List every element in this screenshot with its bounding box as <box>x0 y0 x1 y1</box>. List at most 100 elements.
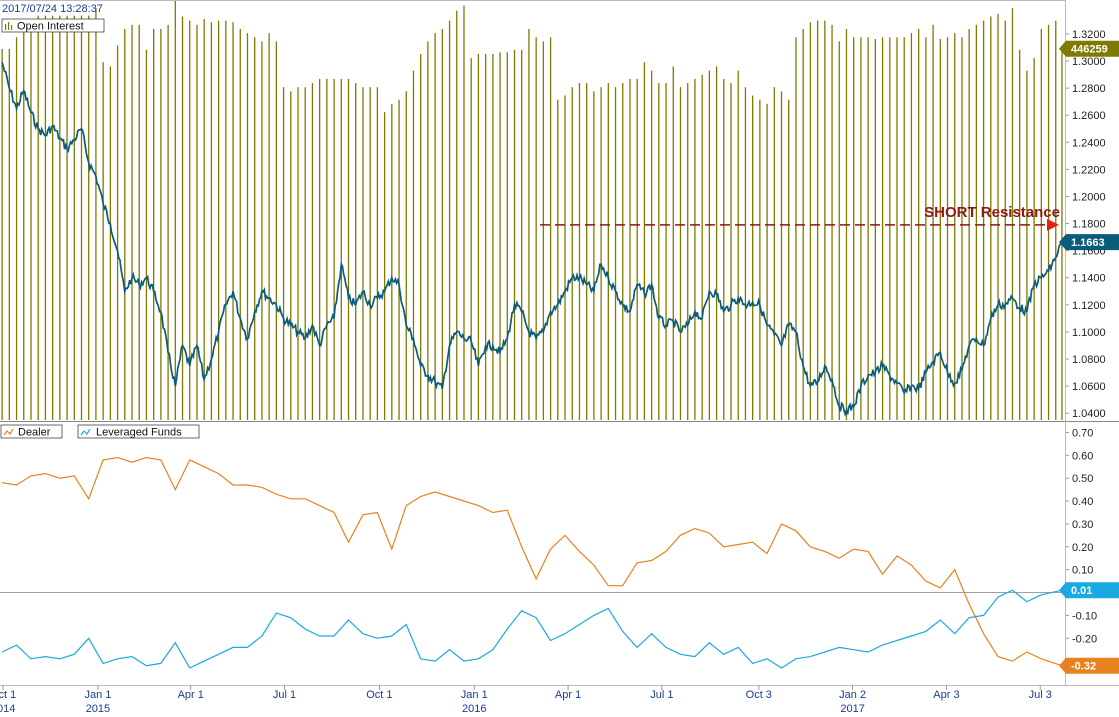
open-interest-bar <box>715 66 718 421</box>
price-tick-label: 1.2000 <box>1072 191 1106 203</box>
open-interest-bar <box>593 91 595 421</box>
legend-leveraged-funds: Leveraged Funds <box>96 427 182 439</box>
open-interest-bar <box>925 37 927 420</box>
open-interest-bar <box>831 24 833 421</box>
open-interest-bar <box>1011 8 1014 420</box>
price-panel: SHORT Resistance 1.3200 1.3000 1.2800 1.260… <box>0 0 1106 420</box>
open-interest-bar <box>687 83 689 420</box>
open-interest-bar <box>88 15 90 421</box>
open-interest-bar <box>181 16 184 420</box>
open-interest-bar <box>513 49 516 420</box>
price-tick-label: 1.1800 <box>1072 219 1106 231</box>
open-interest-bar <box>542 41 545 420</box>
open-interest-bar <box>44 15 47 421</box>
open-interest-bar <box>896 37 898 420</box>
open-interest-bar <box>124 28 126 421</box>
date-tick-label: Jul 3 <box>1029 689 1052 701</box>
open-interest-bar <box>153 28 155 421</box>
open-interest-bar <box>290 91 292 421</box>
open-interest-bar <box>889 37 891 420</box>
open-interest-bar <box>809 22 812 421</box>
open-interest-bar <box>448 20 451 420</box>
legend-dealer: Dealer <box>18 427 51 439</box>
open-interest-bar <box>8 48 10 421</box>
open-interest-bar <box>954 33 956 421</box>
leveraged-funds-badge: 0.01 <box>1071 585 1092 597</box>
open-interest-bar <box>311 83 314 420</box>
open-interest-bar <box>95 8 97 420</box>
open-interest-bar <box>1019 49 1021 420</box>
open-interest-bar <box>665 83 667 420</box>
position-tick-label: 0.50 <box>1072 473 1093 485</box>
open-interest-bar <box>51 15 54 421</box>
open-interest-bar <box>145 49 148 420</box>
open-interest-bar <box>586 83 588 420</box>
leveraged-funds-line <box>1 589 1063 669</box>
open-interest-bar <box>788 99 790 421</box>
open-interest-bar <box>319 78 321 420</box>
open-interest-bar <box>427 41 429 420</box>
open-interest-bar <box>246 33 249 421</box>
date-axis: Oct 1 2014 Jan 1 2015 Apr 1 Jul 1 Oct 1 Jan 1 20… <box>0 685 1052 715</box>
date-year-label: 2016 <box>462 703 486 715</box>
price-tick-label: 1.3000 <box>1072 56 1106 68</box>
open-interest-bar <box>730 83 732 420</box>
open-interest-bar <box>759 99 761 421</box>
legend-box <box>77 424 200 439</box>
bar-legend-icon <box>5 22 13 30</box>
date-tick-label: Jul 1 <box>273 689 296 701</box>
open-interest-bar <box>203 18 205 420</box>
position-tick-label: 0.30 <box>1072 519 1093 531</box>
open-interest-bar <box>138 24 140 421</box>
date-tick-label: Jul 1 <box>650 689 673 701</box>
open-interest-bar <box>600 87 602 420</box>
open-interest-bar <box>744 87 747 420</box>
open-interest-bar <box>441 28 443 421</box>
open-interest-bar <box>167 24 169 421</box>
open-interest-bar <box>30 24 32 421</box>
legend-open-interest: Open Interest <box>17 21 84 33</box>
open-interest-bar <box>116 45 119 420</box>
open-interest-bar <box>347 78 350 420</box>
open-interest-bar <box>614 87 617 420</box>
dealer-legend: Dealer <box>0 424 63 439</box>
open-interest-bar <box>225 20 227 420</box>
date-year-label: 2015 <box>86 703 110 715</box>
open-interest-bar <box>571 87 573 420</box>
open-interest-bar <box>189 20 191 420</box>
open-interest-bar <box>780 91 783 421</box>
date-year-label: 2014 <box>0 703 15 715</box>
open-interest-bar <box>997 13 999 420</box>
open-interest-bar <box>477 53 480 421</box>
open-interest-bar <box>867 37 869 420</box>
open-interest-bar <box>15 37 18 420</box>
open-interest-bar <box>355 83 357 420</box>
date-tick-label: Apr 1 <box>178 689 204 701</box>
open-interest-bar <box>102 62 104 421</box>
open-interest-bar <box>795 37 797 420</box>
open-interest-bar <box>939 38 941 420</box>
resistance-annotation: SHORT Resistance <box>924 204 1060 221</box>
price-tick-label: 1.1200 <box>1072 300 1106 312</box>
date-tick-label: Apr 1 <box>555 689 581 701</box>
value-badges: 446259 1.1663 0.01 -0.32 <box>1059 40 1119 674</box>
open-interest-bar <box>694 78 696 420</box>
open-interest-bar <box>903 37 905 420</box>
open-interest-bar <box>549 37 552 420</box>
line-legend-icon <box>3 428 14 436</box>
open-interest-bar <box>881 37 884 420</box>
open-interest-bar <box>254 37 256 420</box>
open-interest-bar <box>528 28 530 421</box>
open-interest-bar <box>672 66 674 421</box>
position-tick-label: -0.20 <box>1072 633 1097 645</box>
open-interest-bar <box>629 78 631 420</box>
open-interest-bar <box>37 15 39 421</box>
position-tick-label: 0.40 <box>1072 496 1093 508</box>
open-interest-bar <box>210 22 213 421</box>
open-interest-bar <box>701 74 703 420</box>
open-interest-bar <box>23 20 25 420</box>
open-interest-bar <box>333 78 335 420</box>
price-axis: 1.3200 1.3000 1.2800 1.2600 1.2400 1.2200 1.20… <box>1065 29 1106 420</box>
open-interest-bar <box>131 24 133 421</box>
